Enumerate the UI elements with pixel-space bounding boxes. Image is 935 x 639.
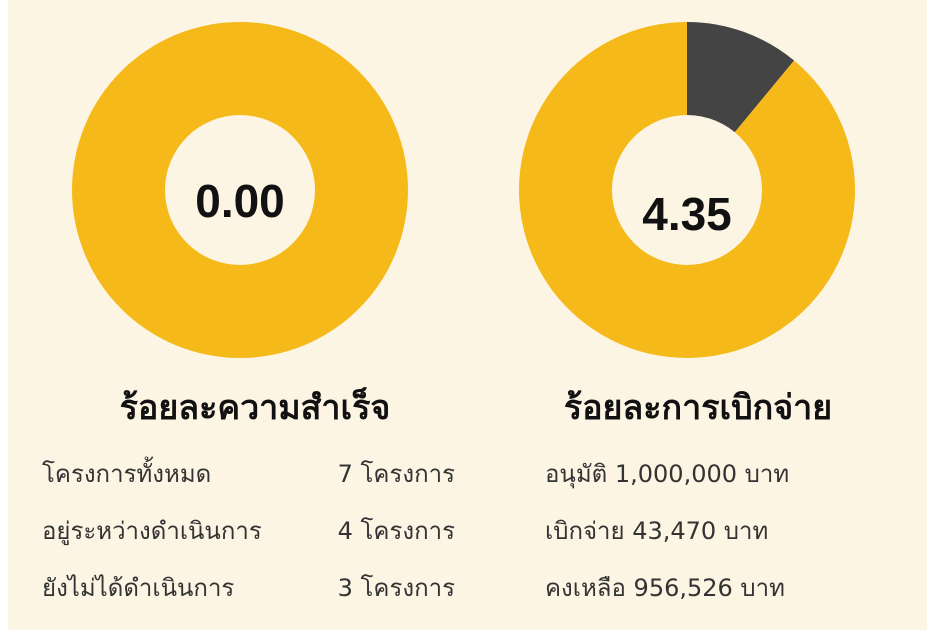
donut-hole	[612, 115, 762, 265]
info-text: เบิกจ่าย 43,470 บาท	[545, 517, 768, 545]
info-text: อยู่ระหว่างดำเนินการ	[42, 517, 262, 546]
info-text: ยังไม่ได้ดำเนินการ	[42, 574, 234, 602]
info-text: โครงการทั้งหมด	[42, 456, 211, 488]
center-label: 4.35	[642, 188, 732, 240]
panel-title: ร้อยละความสำเร็จ	[120, 386, 391, 428]
info-text: คงเหลือ 956,526 บาท	[545, 574, 785, 602]
info-value: 7 โครงการ	[338, 460, 455, 488]
panel-title: ร้อยละการเบิกจ่าย	[564, 388, 832, 428]
donut-hole	[165, 115, 315, 265]
center-label: 0.00	[195, 175, 285, 227]
info-value: 3 โครงการ	[338, 574, 455, 602]
info-text: อนุมัติ 1,000,000 บาท	[545, 460, 789, 489]
info-value: 4 โครงการ	[338, 517, 455, 545]
